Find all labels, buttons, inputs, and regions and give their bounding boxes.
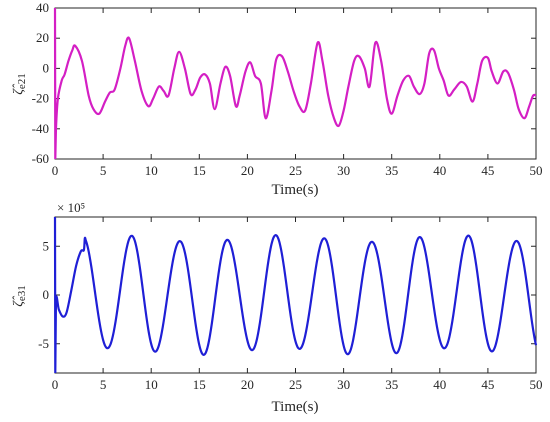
x-tick-label: 10 — [145, 377, 158, 392]
x-tick-label: 30 — [337, 163, 350, 178]
y-tick-label: -5 — [38, 336, 49, 351]
y-axis-label-top: ζ̂e21 — [11, 73, 28, 95]
y-tick-label: 0 — [43, 287, 50, 302]
y-tick-label: -40 — [32, 121, 49, 136]
x-tick-label: 0 — [52, 377, 59, 392]
y-axis-subscript-bottom: e31 — [16, 285, 28, 301]
y-tick-label: 40 — [36, 0, 49, 15]
svg-text:ζ̂e21: ζ̂e21 — [11, 73, 28, 95]
tick-group-top: 0 5 10 15 20 25 30 35 40 45 50 -60 -40 -20 0 20 40 — [32, 0, 543, 178]
x-tick-label: 50 — [530, 377, 543, 392]
chart-top: 0 5 10 15 20 25 30 35 40 45 50 -60 -40 -20 0 20 40 Time(… — [11, 0, 543, 198]
y-tick-label: -60 — [32, 151, 49, 166]
exponent-label-bottom: × 10⁵ — [57, 200, 85, 215]
x-tick-label: 50 — [530, 163, 543, 178]
tick-group-bottom: 0 5 10 15 20 25 30 35 40 45 50 -5 0 5 — [38, 217, 543, 392]
x-tick-label: 15 — [193, 163, 206, 178]
x-tick-label: 35 — [385, 377, 398, 392]
x-tick-label: 10 — [145, 163, 158, 178]
y-tick-label: 5 — [43, 238, 50, 253]
x-tick-label: 5 — [100, 377, 107, 392]
x-tick-label: 45 — [481, 377, 494, 392]
x-tick-label: 40 — [433, 377, 446, 392]
y-axis-label-bottom: ζ̂e31 — [11, 285, 28, 307]
x-axis-label-top: Time(s) — [272, 182, 319, 198]
y-axis-subscript-top: e21 — [16, 73, 28, 89]
plot-area-bottom — [54, 216, 537, 374]
x-tick-label: 30 — [337, 377, 350, 392]
x-tick-label: 0 — [52, 163, 59, 178]
x-tick-label: 15 — [193, 377, 206, 392]
x-tick-label: 35 — [385, 163, 398, 178]
chart-bottom: 0 5 10 15 20 25 30 35 40 45 50 -5 0 5 × 10⁵ Time(s) ζ… — [11, 200, 543, 415]
y-tick-label: 0 — [43, 60, 50, 75]
x-tick-label: 25 — [289, 377, 302, 392]
x-tick-label: 5 — [100, 163, 107, 178]
x-tick-label: 25 — [289, 163, 302, 178]
x-axis-label-bottom: Time(s) — [272, 399, 319, 415]
x-tick-label: 20 — [241, 377, 254, 392]
series-line-top — [53, 7, 537, 160]
series-line-bottom — [53, 216, 538, 374]
y-tick-label: 20 — [36, 30, 49, 45]
y-tick-label: -20 — [32, 91, 49, 106]
x-tick-label: 45 — [481, 163, 494, 178]
x-tick-label: 20 — [241, 163, 254, 178]
svg-text:ζ̂e31: ζ̂e31 — [11, 285, 28, 307]
x-tick-label: 40 — [433, 163, 446, 178]
